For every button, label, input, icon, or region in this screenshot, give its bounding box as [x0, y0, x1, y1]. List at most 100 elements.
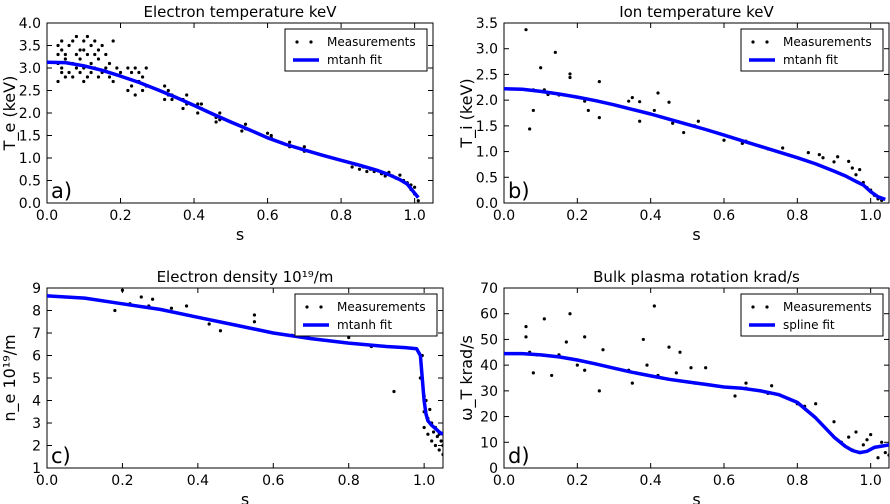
fit-line [504, 87, 886, 202]
y-tick-label: 0.5 [19, 174, 41, 190]
data-point [858, 167, 862, 172]
data-point [163, 97, 167, 102]
data-point [365, 169, 369, 174]
data-point [199, 102, 203, 106]
data-point [733, 394, 737, 398]
y-axis-label: T_e (keV) [0, 76, 20, 152]
data-point [252, 313, 257, 317]
data-point [597, 80, 601, 84]
y-tick-label: 1.5 [19, 129, 41, 145]
x-tick-label: 0.0 [36, 208, 58, 224]
data-point [181, 106, 185, 111]
y-tick-label: 3 [32, 416, 41, 432]
legend: Measurements mtanh fit [284, 28, 428, 72]
y-tick-label: 4 [32, 394, 41, 410]
data-point [302, 145, 306, 149]
x-tick-label: 0.4 [640, 208, 662, 224]
data-point [240, 129, 244, 133]
data-point [60, 70, 64, 75]
data-point [265, 131, 270, 135]
x-tick-label: 1.0 [413, 473, 435, 489]
data-point [185, 93, 189, 97]
legend: Measurements mtanh fit [740, 28, 884, 72]
data-point [350, 165, 354, 169]
data-point [89, 43, 93, 48]
x-tick-label: 0.0 [493, 473, 515, 489]
data-point [524, 335, 528, 339]
data-point [96, 57, 101, 61]
panel-4: Bulk plasma rotation krad/s 0.0 0.2 0.4 0.6 0… [457, 268, 890, 504]
data-point [71, 75, 75, 79]
data-point [89, 61, 93, 66]
data-point [667, 100, 671, 104]
y-tick-label: 1 [32, 461, 41, 477]
legend-marker-points [309, 40, 313, 44]
data-point [630, 381, 634, 385]
data-point [416, 199, 420, 203]
data-point [428, 407, 432, 412]
data-point [78, 57, 82, 61]
data-point [107, 61, 112, 66]
legend-box [284, 28, 428, 72]
x-tick-label: 1.0 [860, 473, 882, 489]
y-axis-label: T_i (keV) [457, 78, 477, 148]
data-point [126, 66, 130, 70]
data-point [63, 75, 67, 79]
data-point [196, 102, 200, 106]
data-point [56, 43, 60, 48]
data-point [426, 432, 430, 436]
data-point [722, 138, 726, 142]
data-point [696, 119, 700, 123]
data-point [120, 288, 125, 292]
data-point [880, 440, 884, 444]
data-point [214, 120, 218, 124]
data-point [627, 99, 631, 103]
y-tick-label: 0 [489, 461, 498, 477]
data-point [85, 34, 90, 39]
legend-label-fit: spline fit [783, 318, 835, 332]
panel-label: d) [508, 444, 530, 468]
x-axis-label: s [236, 225, 244, 244]
data-point [93, 39, 97, 43]
data-point [347, 335, 351, 340]
y-tick-label: 60 [480, 307, 498, 323]
data-point [652, 108, 656, 113]
data-point [568, 312, 572, 316]
panel-title: Ion temperature keV [619, 3, 774, 21]
y-tick-label: 8 [32, 304, 41, 320]
y-tick-label: 20 [480, 410, 498, 426]
legend: Measurements mtanh fit [294, 293, 438, 337]
data-point [435, 434, 439, 439]
data-point [674, 371, 678, 375]
y-tick-label: 9 [32, 281, 41, 297]
data-point [218, 111, 222, 115]
data-point [682, 130, 686, 135]
data-point [744, 381, 748, 385]
data-point [82, 39, 86, 43]
data-point [184, 304, 189, 308]
data-point [832, 420, 836, 424]
data-point [821, 156, 825, 160]
y-tick-label: 2 [32, 439, 41, 455]
data-point [854, 430, 858, 434]
legend-marker-points [765, 40, 769, 44]
data-point [524, 324, 528, 329]
data-point [832, 160, 836, 164]
data-point [207, 322, 211, 326]
data-point [252, 320, 257, 324]
data-point [876, 456, 880, 460]
data-point [82, 48, 86, 52]
panel-label: b) [508, 179, 530, 203]
x-axis-label: s [241, 490, 249, 504]
data-point [542, 317, 546, 321]
y-tick-label: 0.5 [476, 170, 498, 186]
data-point [60, 39, 64, 43]
legend-label-fit: mtanh fit [327, 53, 382, 67]
data-point [78, 70, 82, 75]
data-point [413, 185, 417, 189]
data-point [196, 111, 200, 115]
data-point [67, 43, 71, 48]
y-tick-label: 3.0 [476, 42, 498, 58]
data-point [531, 108, 535, 113]
x-tick-label: 0.6 [256, 208, 278, 224]
